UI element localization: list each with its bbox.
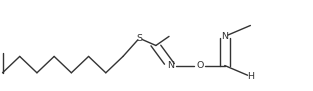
Text: H: H <box>247 72 254 81</box>
Text: N: N <box>221 32 228 41</box>
Text: S: S <box>136 34 142 43</box>
Text: O: O <box>196 61 203 70</box>
Text: N: N <box>167 61 174 70</box>
